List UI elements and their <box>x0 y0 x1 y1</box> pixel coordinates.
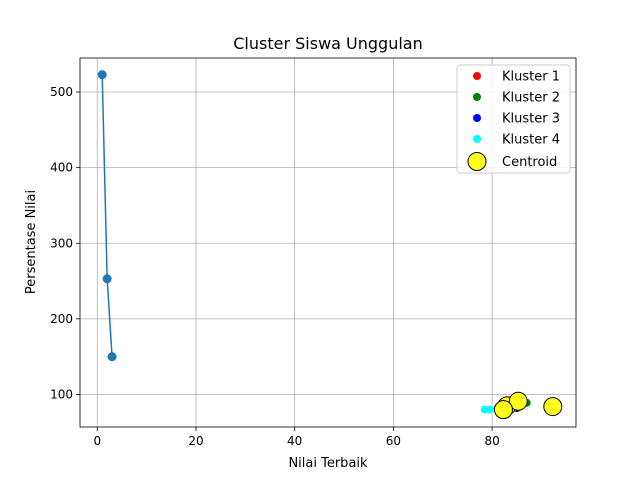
x-tick-label: 60 <box>386 434 401 448</box>
legend-label-centroid: Centroid <box>502 155 557 170</box>
line-series-point <box>107 352 117 362</box>
line-series-point <box>97 70 107 80</box>
y-axis-label: Persentase Nilai <box>24 190 39 294</box>
x-tick-label: 40 <box>287 434 302 448</box>
legend-marker-centroid <box>467 152 487 171</box>
legend: Kluster 1 Kluster 2 Kluster 3 Kluster 4 Cent… <box>456 64 571 174</box>
x-tick-label: 20 <box>188 434 203 448</box>
centroid-points <box>493 391 563 420</box>
legend-marker-kluster-4 <box>473 135 481 143</box>
plot-frame <box>79 57 577 428</box>
legend-label-kluster-4: Kluster 4 <box>502 133 560 148</box>
centroid-point <box>493 400 513 420</box>
legend-label-kluster-2: Kluster 2 <box>502 91 560 106</box>
x-axis-ticks: 0 20 40 60 80 <box>93 427 500 448</box>
line-series-point <box>102 274 112 284</box>
centroid-point <box>508 391 528 411</box>
line-series <box>97 70 117 362</box>
legend-box <box>456 64 571 174</box>
centroid-point <box>543 397 563 417</box>
x-axis-label: Nilai Terbaik <box>288 456 368 471</box>
legend-marker-kluster-3 <box>473 114 481 122</box>
y-tick-label: 300 <box>50 236 73 250</box>
y-tick-label: 400 <box>50 161 73 175</box>
legend-label-kluster-1: Kluster 1 <box>502 70 560 85</box>
kluster-4-point <box>485 405 494 414</box>
y-tick-label: 100 <box>50 387 73 401</box>
legend-marker-kluster-2 <box>473 93 481 101</box>
chart-title: Cluster Siswa Unggulan <box>233 34 422 53</box>
legend-label-kluster-3: Kluster 3 <box>502 112 560 127</box>
y-tick-label: 500 <box>50 85 73 99</box>
x-tick-label: 0 <box>93 434 101 448</box>
legend-marker-kluster-1 <box>473 72 481 80</box>
y-tick-label: 200 <box>50 312 73 326</box>
x-tick-label: 80 <box>484 434 499 448</box>
y-axis-ticks: 100 200 300 400 500 <box>50 85 80 401</box>
